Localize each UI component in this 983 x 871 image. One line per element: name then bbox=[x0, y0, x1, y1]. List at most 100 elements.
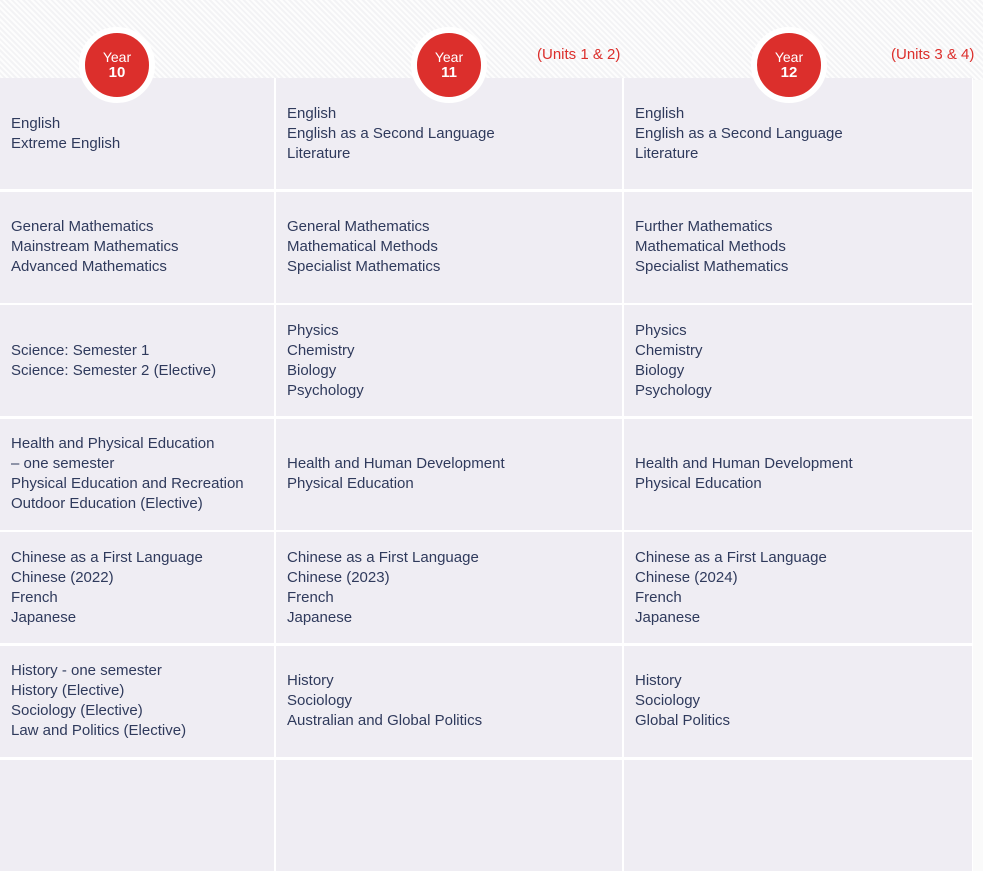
subject-item: History (Elective) bbox=[11, 682, 125, 700]
subjects-table: English Extreme English English English as … bbox=[0, 78, 973, 871]
subject-item: Sociology bbox=[287, 692, 353, 710]
table-cell: History Sociology Australian and Global Po… bbox=[276, 645, 622, 757]
subject-list: English Extreme English bbox=[11, 114, 120, 154]
table-cell: Health and Human Development Physical Edu… bbox=[624, 418, 972, 530]
subject-list: Further Mathematics Mathematical Methods S… bbox=[635, 217, 788, 277]
subject-list: Physics Chemistry Biology Psychology bbox=[287, 321, 364, 401]
subject-item: Chinese as a First Language bbox=[635, 548, 827, 566]
year-number: 12 bbox=[780, 63, 798, 81]
subject-item: General Mathematics bbox=[287, 218, 430, 236]
subject-item: Outdoor Education (Elective) bbox=[11, 495, 203, 513]
subject-item: Chinese (2022) bbox=[11, 568, 114, 586]
subject-item: English as a Second Language bbox=[635, 124, 843, 142]
subject-item: Science: Semester 1 bbox=[11, 341, 150, 359]
subject-list: Chinese as a First Language Chinese (2024… bbox=[635, 548, 827, 628]
subject-list: History Sociology Global Politics bbox=[635, 671, 730, 731]
subject-item: Literature bbox=[635, 144, 699, 162]
subject-item: Health and Human Development bbox=[635, 455, 853, 473]
subject-item: Chinese as a First Language bbox=[287, 548, 479, 566]
subject-list: Physics Chemistry Biology Psychology bbox=[635, 321, 712, 401]
table-cell: Chinese as a First Language Chinese (2023… bbox=[276, 532, 622, 644]
subject-item: Specialist Mathematics bbox=[287, 258, 441, 276]
subject-list: Health and Physical Education – one semes… bbox=[11, 434, 244, 514]
subject-item: Health and Physical Education bbox=[11, 435, 215, 453]
subject-item: Japanese bbox=[11, 608, 77, 626]
subject-item: Biology bbox=[287, 361, 337, 379]
year-number: 11 bbox=[441, 63, 457, 81]
table-cell: English English as a Second Language Liter… bbox=[276, 78, 622, 189]
subject-item: Mainstream Mathematics bbox=[11, 238, 179, 256]
subject-item: Mathematical Methods bbox=[635, 238, 786, 256]
subject-list: Health and Human Development Physical Edu… bbox=[635, 454, 853, 494]
subject-item: Physical Education bbox=[635, 475, 762, 493]
table-cell: Chinese as a First Language Chinese (2022… bbox=[0, 532, 274, 644]
subject-item: Biology bbox=[635, 361, 685, 379]
subject-list: General Mathematics Mathematical Methods S… bbox=[287, 217, 440, 277]
table-cell bbox=[0, 759, 274, 871]
subject-list: Chinese as a First Language Chinese (2022… bbox=[11, 548, 203, 628]
subject-item: French bbox=[11, 588, 58, 606]
year-number: 10 bbox=[108, 63, 126, 81]
subject-item: Psychology bbox=[287, 381, 364, 399]
table-cell: Health and Human Development Physical Edu… bbox=[276, 418, 622, 530]
subject-list: History - one semester History (Elective)… bbox=[11, 661, 186, 741]
subject-list: Science: Semester 1 Science: Semester 2 (… bbox=[11, 341, 216, 381]
subject-item: Psychology bbox=[635, 381, 712, 399]
subject-item: Law and Politics (Elective) bbox=[11, 722, 187, 740]
subject-item: – one semester bbox=[11, 455, 115, 473]
table-cell bbox=[276, 759, 622, 871]
subject-item: Chemistry bbox=[287, 341, 355, 359]
subject-list: English English as a Second Language Liter… bbox=[287, 104, 495, 164]
subject-item: Chinese (2023) bbox=[287, 568, 390, 586]
subject-item: Further Mathematics bbox=[635, 218, 773, 236]
subject-item: English bbox=[635, 104, 685, 122]
year-12-badge: Year 12 bbox=[751, 27, 827, 103]
year-11-units: (Units 1 & 2) bbox=[537, 46, 621, 63]
subject-item: Literature bbox=[287, 144, 351, 162]
subject-item: French bbox=[287, 588, 334, 606]
subject-item: General Mathematics bbox=[11, 218, 154, 236]
table-cell: Physics Chemistry Biology Psychology bbox=[624, 305, 972, 417]
table-cell: History Sociology Global Politics bbox=[624, 645, 972, 757]
subject-item: Physical Education bbox=[287, 475, 414, 493]
table-cell: General Mathematics Mainstream Mathematic… bbox=[0, 191, 274, 303]
subject-item: Japanese bbox=[287, 608, 353, 626]
table-cell bbox=[624, 759, 972, 871]
subject-item: History bbox=[287, 672, 334, 690]
subject-list: English English as a Second Language Liter… bbox=[635, 104, 843, 164]
subject-item: Global Politics bbox=[635, 712, 731, 730]
subject-item: Sociology bbox=[635, 692, 701, 710]
table-cell: Further Mathematics Mathematical Methods S… bbox=[624, 191, 972, 303]
table-cell: English English as a Second Language Liter… bbox=[624, 78, 972, 189]
table-cell: Science: Semester 1 Science: Semester 2 (… bbox=[0, 305, 274, 417]
subject-list: Chinese as a First Language Chinese (2023… bbox=[287, 548, 479, 628]
table-cell: Chinese as a First Language Chinese (2024… bbox=[624, 532, 972, 644]
subject-item: English bbox=[287, 104, 337, 122]
table-cell: Physics Chemistry Biology Psychology bbox=[276, 305, 622, 417]
table-cell: Health and Physical Education – one semes… bbox=[0, 418, 274, 530]
year-10-badge: Year 10 bbox=[79, 27, 155, 103]
year-label: Year bbox=[774, 48, 804, 65]
subject-list: Health and Human Development Physical Edu… bbox=[287, 454, 505, 494]
subject-item: History - one semester bbox=[11, 662, 162, 680]
year-label: Year bbox=[102, 48, 132, 65]
subject-item: Physics bbox=[287, 321, 339, 339]
year-11-badge: Year 11 bbox=[411, 27, 487, 103]
subject-item: Australian and Global Politics bbox=[287, 712, 483, 730]
subject-list: History Sociology Australian and Global Po… bbox=[287, 671, 482, 731]
subject-item: Physics bbox=[635, 321, 687, 339]
subject-item: French bbox=[635, 588, 682, 606]
year-12-units: (Units 3 & 4) bbox=[891, 46, 975, 63]
subject-item: Science: Semester 2 (Elective) bbox=[11, 361, 217, 379]
subject-item: English as a Second Language bbox=[287, 124, 495, 142]
subject-item: Mathematical Methods bbox=[287, 238, 438, 256]
subject-item: Japanese bbox=[635, 608, 701, 626]
subject-item: Chinese as a First Language bbox=[11, 548, 203, 566]
subject-item: Advanced Mathematics bbox=[11, 258, 167, 276]
subject-list: General Mathematics Mainstream Mathematic… bbox=[11, 217, 179, 277]
subject-item: Specialist Mathematics bbox=[635, 258, 789, 276]
subject-item: History bbox=[635, 672, 682, 690]
subject-item: Chemistry bbox=[635, 341, 703, 359]
subject-item: Chinese (2024) bbox=[635, 568, 738, 586]
table-cell: General Mathematics Mathematical Methods S… bbox=[276, 191, 622, 303]
